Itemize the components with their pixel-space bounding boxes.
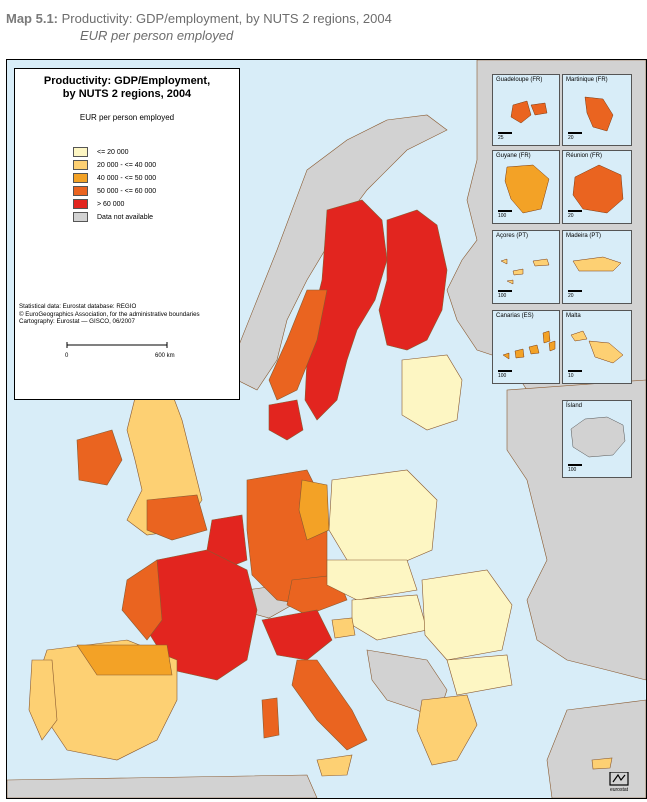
greece-region (416, 694, 478, 766)
inset-madeira-label: Madeira (PT) (566, 233, 602, 239)
legend-swatch-5 (73, 199, 88, 209)
legend-row-5: > 60 000 (73, 199, 124, 209)
portugal-region (28, 659, 58, 741)
inset-island-label: Ísland (566, 403, 583, 409)
legend-unit: EUR per person employed (79, 113, 175, 122)
inset-canarias-shape (502, 330, 556, 360)
legend-title-line2: by NUTS 2 regions, 2004 (62, 88, 192, 100)
inset-guadeloupe-shape (510, 100, 548, 124)
legend-label-6: Data not available (97, 213, 154, 221)
inset-reunion-scale: 20 (568, 210, 582, 219)
legend-label-1: <= 20 000 (97, 148, 129, 156)
source-line2: © EuroGeographics Association, for the a… (19, 310, 200, 318)
inset-malta-shape (570, 330, 624, 364)
bulgaria-region (446, 654, 513, 696)
inset-island-shape (570, 416, 626, 458)
scale-bar: 0 600 km (65, 342, 175, 359)
sardinia-region (261, 697, 280, 739)
source-line1: Statistical data: Eurostat database: REG… (19, 303, 137, 310)
italy-region (291, 659, 368, 751)
denmark-region (268, 399, 304, 441)
inset-martinique-shape (584, 96, 614, 132)
inset-madeira: Madeira (PT) 20 (562, 230, 632, 304)
map-legend: Productivity: GDP/Employment, by NUTS 2 … (14, 68, 240, 400)
inset-canarias-scale: 100 (498, 370, 512, 379)
eurostat-logo: eurostat (609, 772, 629, 792)
inset-guyane: Guyane (FR) 100 (492, 150, 560, 224)
legend-swatch-1 (73, 147, 88, 157)
inset-martinique: Martinique (FR) 20 (562, 74, 632, 146)
finland-region (378, 209, 448, 351)
legend-swatch-4 (73, 186, 88, 196)
legend-swatch-3 (73, 173, 88, 183)
inset-acores: Açores (PT) 100 (492, 230, 560, 304)
scale-start: 0 (65, 353, 69, 359)
inset-acores-scale: 100 (498, 290, 512, 299)
legend-title: Productivity: GDP/Employment, by NUTS 2 … (15, 75, 239, 101)
inset-guyane-label: Guyane (FR) (496, 153, 531, 159)
inset-island: Ísland 100 (562, 400, 632, 478)
inset-guyane-scale: 100 (498, 210, 512, 219)
inset-guadeloupe: Guadeloupe (FR) 25 (492, 74, 560, 146)
cyprus-region (591, 757, 613, 770)
poland-region (328, 469, 438, 566)
caption-subtitle: EUR per person employed (80, 28, 234, 43)
map-frame: Productivity: GDP/Employment, by NUTS 2 … (6, 59, 647, 799)
inset-guadeloupe-scale: 25 (498, 132, 512, 141)
norway-region (236, 114, 448, 391)
legend-label-4: 50 000 - <= 60 000 (97, 187, 157, 195)
slovenia-region (331, 617, 356, 639)
legend-label-2: 20 000 - <= 40 000 (97, 161, 157, 169)
inset-canarias-label: Canarias (ES) (496, 313, 534, 319)
legend-row-6: Data not available (73, 212, 153, 222)
czech-slovakia-region (326, 559, 418, 601)
legend-swatch-2 (73, 160, 88, 170)
france-west (121, 559, 163, 641)
inset-island-scale: 100 (568, 464, 582, 473)
sicily-region (316, 754, 353, 777)
legend-row-3: 40 000 - <= 50 000 (73, 173, 156, 183)
caption-label: Map 5.1: (6, 11, 59, 26)
italy-north (261, 609, 333, 661)
legend-swatch-6 (73, 212, 88, 222)
turkey-region (546, 699, 646, 798)
hungary-region (351, 594, 428, 641)
germany-east (298, 479, 330, 541)
logo-text: eurostat (610, 787, 629, 792)
ireland-region (76, 429, 123, 486)
spain-north (76, 644, 173, 676)
legend-row-1: <= 20 000 (73, 147, 129, 157)
inset-guadeloupe-label: Guadeloupe (FR) (496, 77, 543, 83)
romania-region (421, 569, 513, 661)
north-africa-region (7, 774, 318, 798)
inset-martinique-label: Martinique (FR) (566, 77, 608, 83)
source-line3: Cartography: Eurostat — GISCO, 06/2007 (19, 318, 135, 325)
inset-acores-shape (500, 258, 550, 285)
inset-malta: Malta 10 (562, 310, 632, 384)
baltic-states (401, 354, 463, 431)
legend-row-2: 20 000 - <= 40 000 (73, 160, 156, 170)
uk-south-region (146, 494, 208, 541)
inset-guyane-shape (504, 164, 550, 214)
source-note: Statistical data: Eurostat database: REG… (19, 303, 200, 326)
inset-canarias: Canarias (ES) 100 (492, 310, 560, 384)
inset-madeira-shape (572, 256, 622, 272)
map-caption: Map 5.1: Productivity: GDP/employment, b… (6, 10, 392, 43)
caption-title: Productivity: GDP/employment, by NUTS 2 … (61, 11, 392, 26)
inset-madeira-scale: 20 (568, 290, 582, 299)
legend-title-line1: Productivity: GDP/Employment, (43, 75, 211, 87)
inset-acores-label: Açores (PT) (496, 233, 529, 239)
legend-label-5: > 60 000 (97, 200, 125, 208)
inset-reunion-label: Réunion (FR) (566, 153, 603, 159)
inset-reunion-shape (572, 164, 624, 214)
legend-label-3: 40 000 - <= 50 000 (97, 174, 157, 182)
legend-row-4: 50 000 - <= 60 000 (73, 186, 156, 196)
inset-malta-scale: 10 (568, 370, 582, 379)
inset-reunion: Réunion (FR) 20 (562, 150, 632, 224)
inset-martinique-scale: 20 (568, 132, 582, 141)
inset-malta-label: Malta (566, 313, 581, 319)
norway-coast (268, 289, 328, 401)
scale-end: 600 km (155, 353, 175, 359)
